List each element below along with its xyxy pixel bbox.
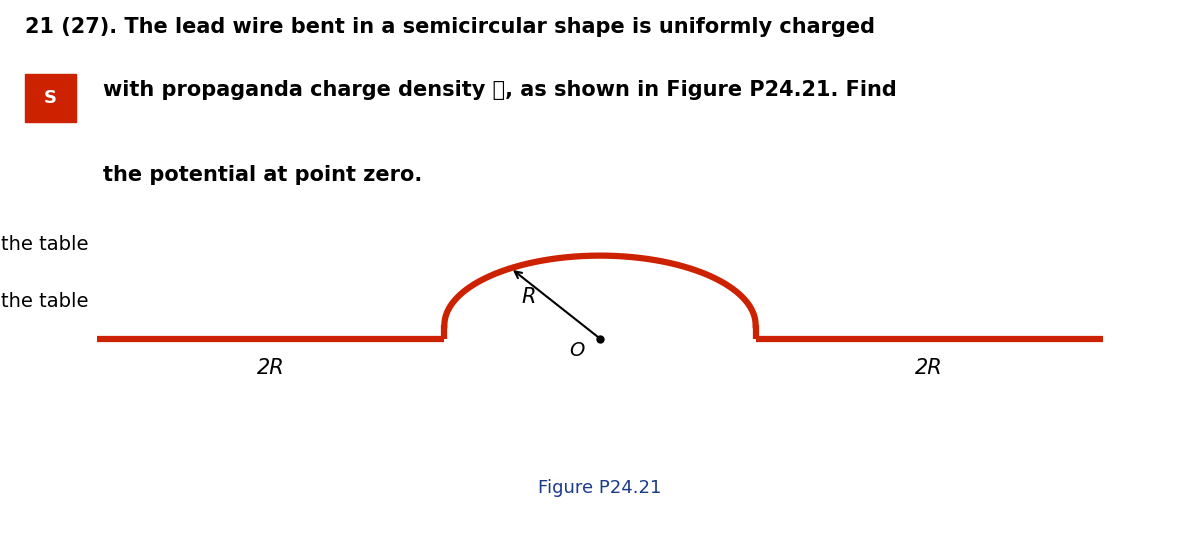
Text: 2R: 2R (257, 358, 284, 378)
FancyBboxPatch shape (25, 74, 76, 122)
Text: 21 (27). The lead wire bent in a semicircular shape is uniformly charged: 21 (27). The lead wire bent in a semicir… (25, 17, 875, 38)
Text: R: R (522, 287, 536, 307)
Text: S: S (44, 89, 56, 107)
Text: Figure P24.21: Figure P24.21 (539, 479, 661, 498)
Text: O: O (569, 341, 584, 360)
Text: the table: the table (1, 292, 89, 310)
Text: 2R: 2R (916, 358, 943, 378)
Text: with propaganda charge density 로, as shown in Figure P24.21. Find: with propaganda charge density 로, as sho… (103, 80, 896, 100)
Text: the potential at point zero.: the potential at point zero. (103, 165, 422, 185)
Text: the table: the table (1, 236, 89, 254)
